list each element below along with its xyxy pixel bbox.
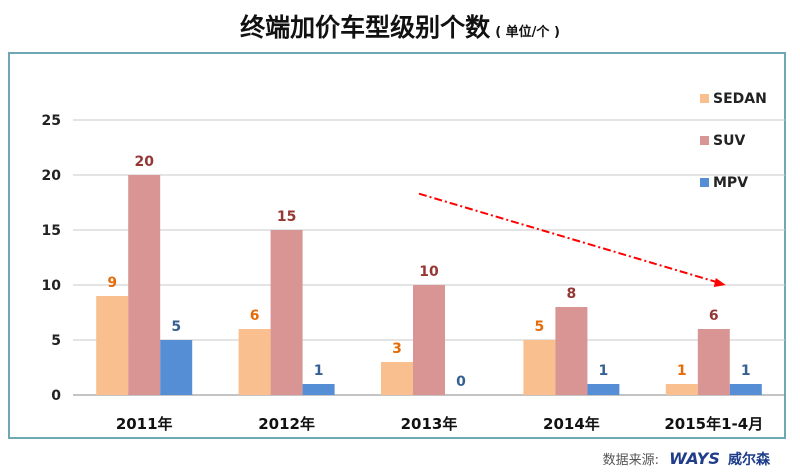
data-label: 15 bbox=[277, 209, 296, 225]
y-tick-label: 10 bbox=[42, 278, 62, 294]
legend-label: SUV bbox=[713, 133, 745, 149]
y-tick-label: 5 bbox=[51, 333, 61, 349]
x-tick-label: 2012年 bbox=[258, 415, 315, 433]
data-label: 1 bbox=[677, 363, 687, 379]
data-label: 3 bbox=[392, 341, 402, 357]
bar-sedan bbox=[523, 340, 556, 395]
bar-sedan bbox=[238, 329, 271, 395]
source-note: 数据来源: WAYS 威尔森 bbox=[603, 449, 770, 469]
chart-frame bbox=[8, 52, 786, 439]
data-label: 20 bbox=[134, 154, 154, 170]
x-tick-label: 2011年 bbox=[116, 415, 173, 433]
data-label: 5 bbox=[171, 319, 181, 335]
bar-sedan bbox=[665, 384, 698, 395]
chart-unit: ( 单位/个 ) bbox=[495, 25, 560, 40]
data-label: 6 bbox=[709, 308, 719, 324]
trend-arrow-head-icon bbox=[713, 278, 726, 287]
data-label: 6 bbox=[250, 308, 260, 324]
bar-suv bbox=[413, 285, 445, 395]
y-tick-label: 20 bbox=[42, 168, 62, 184]
data-label: 9 bbox=[107, 275, 117, 291]
data-label: 1 bbox=[741, 363, 751, 379]
bar-mpv bbox=[587, 384, 620, 395]
bar-suv bbox=[697, 329, 730, 395]
chart-title-text: 终端加价车型级别个数 bbox=[240, 13, 491, 42]
data-label: 10 bbox=[419, 264, 439, 280]
x-tick-label: 2013年 bbox=[401, 415, 458, 433]
data-label: 1 bbox=[599, 363, 609, 379]
data-label: 1 bbox=[314, 363, 324, 379]
trend-arrow-line bbox=[418, 192, 721, 284]
data-label: 0 bbox=[456, 374, 466, 390]
legend-swatch bbox=[700, 136, 709, 145]
source-label: 数据来源: bbox=[602, 453, 659, 468]
legend-label: MPV bbox=[713, 175, 748, 191]
data-label: 8 bbox=[567, 286, 577, 302]
bar-sedan bbox=[96, 296, 129, 395]
data-label: 5 bbox=[535, 319, 545, 335]
y-tick-label: 0 bbox=[51, 388, 61, 404]
bar-mpv bbox=[729, 384, 762, 395]
x-tick-label: 2015年1-4月 bbox=[664, 415, 763, 433]
legend-swatch bbox=[700, 94, 709, 103]
x-tick-label: 2014年 bbox=[543, 415, 600, 433]
legend-label: SEDAN bbox=[713, 91, 767, 107]
bar-suv bbox=[555, 307, 588, 395]
ways-logo: WAYS bbox=[669, 449, 720, 468]
bar-suv bbox=[128, 175, 161, 395]
y-tick-label: 15 bbox=[42, 223, 61, 239]
source-name: 威尔森 bbox=[728, 452, 770, 468]
bar-sedan bbox=[381, 362, 413, 395]
y-tick-label: 25 bbox=[42, 113, 61, 129]
legend-swatch bbox=[700, 178, 709, 187]
bar-mpv bbox=[302, 384, 335, 395]
bar-mpv bbox=[160, 340, 193, 395]
chart-title: 终端加价车型级别个数 ( 单位/个 ) bbox=[0, 8, 800, 44]
bar-suv bbox=[270, 230, 303, 395]
